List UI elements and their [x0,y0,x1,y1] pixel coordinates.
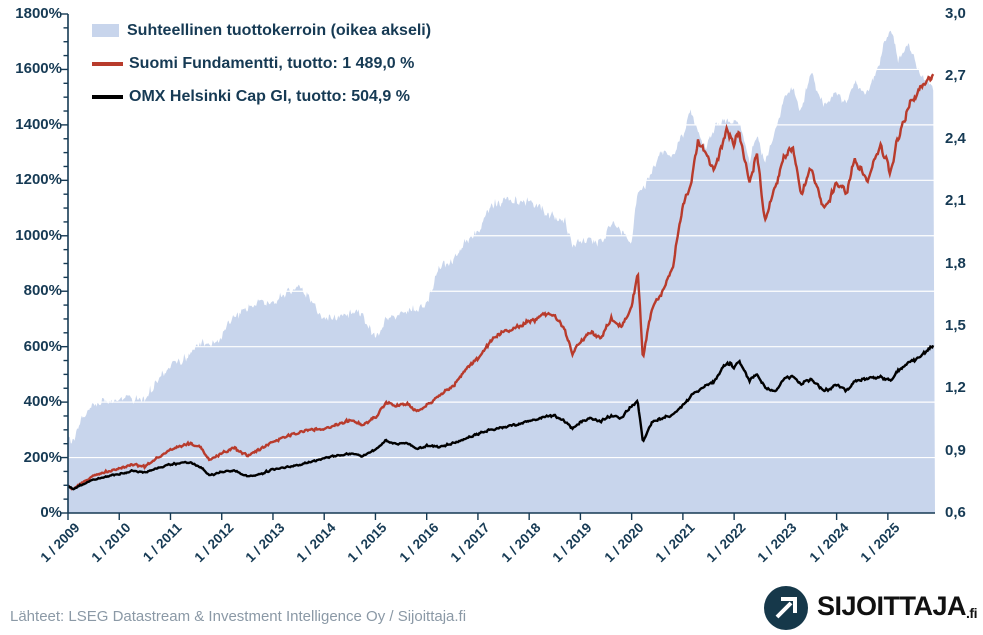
y-axis-label-right: 2,4 [945,130,966,147]
ratio-area-series [68,30,935,513]
y-axis-label-right: 2,1 [945,192,966,209]
y-axis-label-left: 1800% [15,5,62,22]
logo-text: SIJOITTAJA.fi [817,591,977,621]
fundamentti-line-series [68,73,935,491]
legend-item-ratio: Suhteellinen tuottokerroin (oikea akseli… [92,14,431,47]
y-axis-label-left: 0% [40,504,62,521]
legend-label: Suhteellinen tuottokerroin (oikea akseli… [127,21,432,39]
y-axis-label-right: 0,6 [945,504,966,521]
legend-label: OMX Helsinki Cap GI, tuotto: 504,9 % [129,87,410,105]
y-axis-label-left: 400% [23,393,62,410]
omx-line-series [68,344,935,491]
y-axis-label-left: 200% [23,449,62,466]
y-axis-label-right: 2,7 [945,67,966,84]
legend-item-omx: OMX Helsinki Cap GI, tuotto: 504,9 % [92,80,431,113]
arrow-up-right-icon [775,597,797,619]
logo-suffix: .fi [966,605,977,621]
red-line-swatch-icon [92,61,123,66]
y-axis-label-right: 0,9 [945,442,966,459]
y-axis-label-right: 1,8 [945,255,966,272]
y-axis-label-left: 800% [23,282,62,299]
y-axis-label-right: 1,5 [945,317,966,334]
chart-legend: Suhteellinen tuottokerroin (oikea akseli… [92,14,431,113]
y-axis-label-left: 1600% [15,60,62,77]
area-swatch-icon [92,24,119,37]
y-axis-label-right: 1,2 [945,379,966,396]
y-axis-label-left: 600% [23,338,62,355]
y-axis-label-left: 1400% [15,116,62,133]
black-line-swatch-icon [92,94,123,99]
y-axis-label-left: 1000% [15,227,62,244]
legend-item-fundamentti: Suomi Fundamentti, tuotto: 1 489,0 % [92,47,431,80]
y-axis-label-left: 1200% [15,171,62,188]
source-note: Lähteet: LSEG Datastream & Investment In… [10,608,467,625]
y-axis-label-right: 3,0 [945,5,966,22]
legend-label: Suomi Fundamentti, tuotto: 1 489,0 % [129,54,415,72]
logo-circle [764,586,808,630]
sijoittaja-logo: SIJOITTAJA.fi [764,584,977,632]
